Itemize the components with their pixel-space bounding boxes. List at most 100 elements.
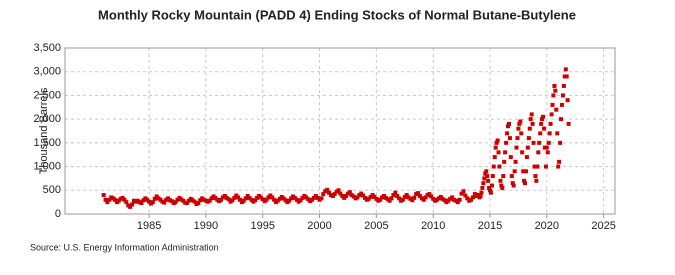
data-point xyxy=(423,195,428,200)
x-tick-label: 1990 xyxy=(194,220,218,232)
data-point xyxy=(547,131,552,136)
data-point xyxy=(128,204,133,209)
data-point xyxy=(515,136,520,141)
data-point xyxy=(319,196,324,201)
data-point xyxy=(540,117,545,122)
data-point xyxy=(489,183,494,188)
data-point xyxy=(522,178,527,183)
data-point xyxy=(517,121,522,126)
y-tick-label: 2,500 xyxy=(33,89,61,101)
data-point xyxy=(487,185,492,190)
data-point xyxy=(457,197,462,202)
data-point xyxy=(410,198,415,203)
data-point xyxy=(530,121,535,126)
data-point xyxy=(500,185,505,190)
data-point xyxy=(513,159,518,164)
x-tick-label: 2015 xyxy=(478,220,502,232)
data-point xyxy=(550,102,555,107)
data-point xyxy=(150,200,155,205)
data-point xyxy=(207,198,212,203)
axes: 0 500 1,000 1,500 2,000 2,500 3,000 3,500 1985 19… xyxy=(33,42,615,232)
data-point xyxy=(526,136,531,141)
data-point xyxy=(393,190,398,195)
data-point xyxy=(541,114,546,119)
data-point xyxy=(347,190,352,195)
data-point xyxy=(495,138,500,143)
data-point xyxy=(130,202,135,207)
data-point xyxy=(192,199,197,204)
data-point xyxy=(494,140,499,145)
data-point xyxy=(519,131,524,136)
data-point xyxy=(465,196,470,201)
data-point xyxy=(105,200,110,205)
data-point xyxy=(527,126,532,131)
x-tick-label: 1985 xyxy=(137,220,161,232)
data-point xyxy=(378,197,383,202)
data-point xyxy=(555,131,560,136)
data-point xyxy=(505,124,510,129)
x-tick-label: 2020 xyxy=(535,220,559,232)
data-point xyxy=(122,197,127,202)
data-point xyxy=(483,171,488,176)
data-point xyxy=(490,174,495,179)
data-point xyxy=(553,88,558,93)
data-point xyxy=(124,200,129,205)
data-point xyxy=(459,191,464,196)
y-tick-label: 0 xyxy=(55,208,61,220)
data-point xyxy=(556,164,561,169)
data-point xyxy=(427,192,432,197)
data-point xyxy=(232,195,237,200)
data-point xyxy=(524,169,529,174)
data-point xyxy=(529,112,534,117)
data-point xyxy=(563,67,568,72)
data-point xyxy=(450,195,455,200)
data-point xyxy=(557,159,562,164)
data-point xyxy=(549,112,554,117)
data-point xyxy=(480,185,485,190)
data-point xyxy=(387,198,392,203)
data-point xyxy=(326,190,331,195)
data-point xyxy=(152,196,157,201)
data-point xyxy=(264,197,269,202)
data-point xyxy=(404,193,409,198)
data-point xyxy=(272,197,277,202)
y-tick-label: 3,500 xyxy=(33,42,61,54)
data-point xyxy=(241,198,246,203)
data-point xyxy=(479,190,484,195)
data-point xyxy=(511,183,516,188)
data-point xyxy=(548,121,553,126)
data-point xyxy=(484,169,489,174)
data-point xyxy=(564,74,569,79)
data-point xyxy=(230,198,235,203)
data-point xyxy=(525,145,530,150)
data-point xyxy=(243,196,248,201)
data-point xyxy=(531,140,536,145)
data-point xyxy=(537,140,542,145)
data-point xyxy=(551,93,556,98)
data-point xyxy=(492,155,497,160)
data-point xyxy=(532,164,537,169)
data-point xyxy=(552,83,557,88)
data-point xyxy=(504,140,509,145)
data-point xyxy=(162,200,167,205)
data-point xyxy=(219,197,224,202)
source-note: Source: U.S. Energy Information Administ… xyxy=(30,242,219,252)
data-point xyxy=(397,196,402,201)
data-point xyxy=(391,193,396,198)
data-point xyxy=(559,117,564,122)
data-point xyxy=(502,159,507,164)
data-point xyxy=(498,178,503,183)
data-point xyxy=(139,201,144,206)
data-point xyxy=(253,198,258,203)
plot-frame xyxy=(64,47,616,215)
y-tick-label: 3,000 xyxy=(33,66,61,78)
data-point xyxy=(417,193,422,198)
data-point xyxy=(510,181,515,186)
data-point xyxy=(488,190,493,195)
data-point xyxy=(509,174,514,179)
x-tick-label: 2005 xyxy=(364,220,388,232)
data-point xyxy=(536,150,541,155)
data-point xyxy=(533,174,538,179)
chart-title: Monthly Rocky Mountain (PADD 4) Ending S… xyxy=(98,7,576,22)
data-point xyxy=(184,201,189,206)
